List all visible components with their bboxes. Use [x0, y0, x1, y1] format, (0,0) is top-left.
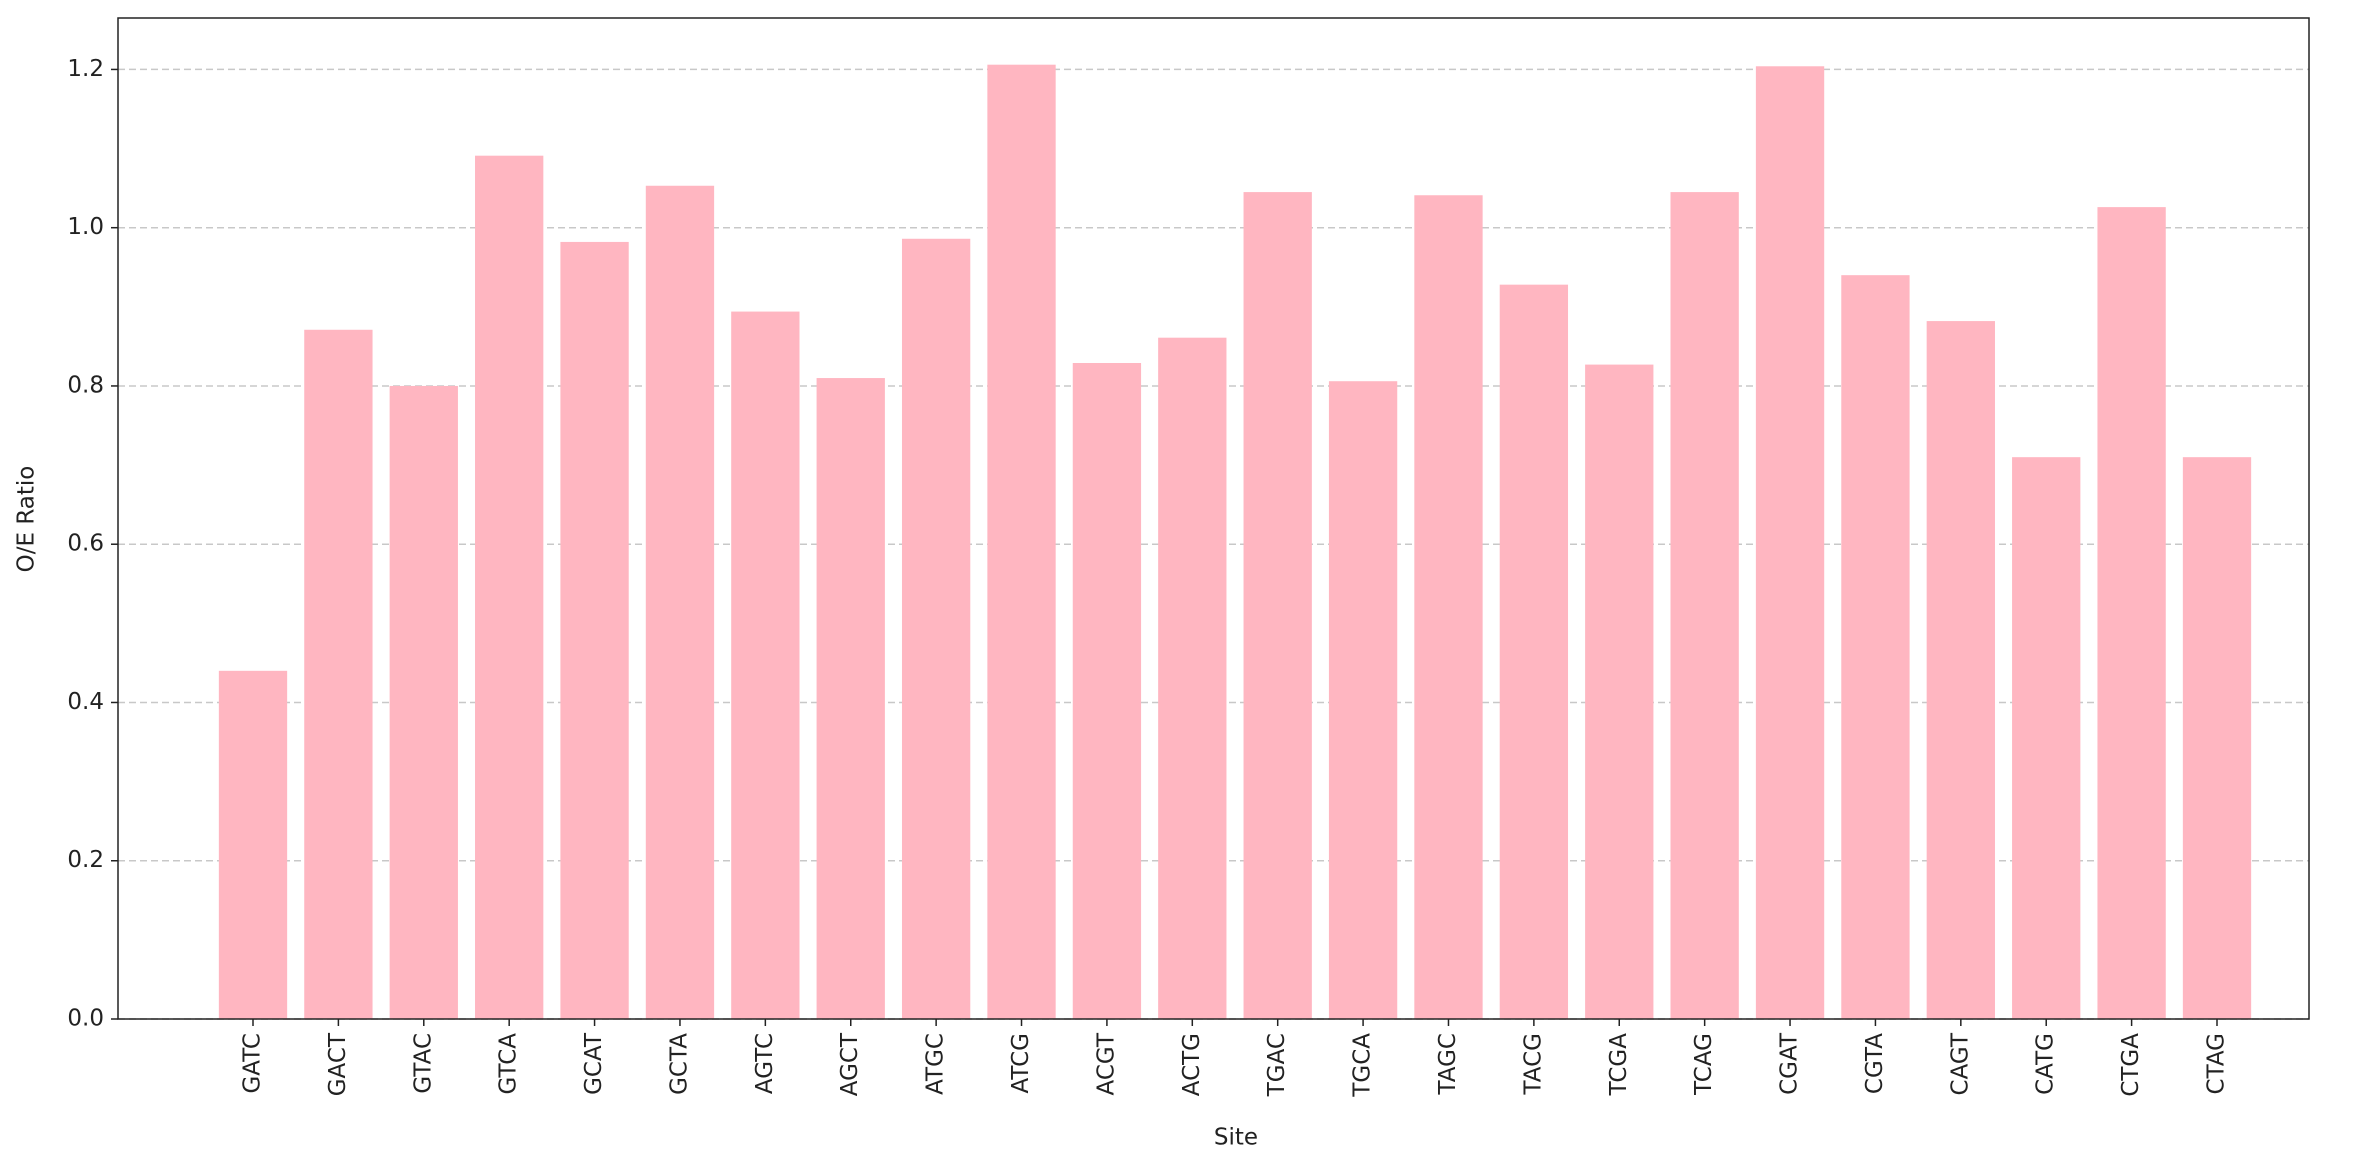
bar	[1158, 337, 1227, 1019]
y-tick-label: 0.4	[67, 689, 104, 715]
bar	[987, 64, 1056, 1020]
x-tick-label: ACGT	[1093, 1032, 1119, 1095]
x-tick-label: GTAC	[410, 1033, 436, 1094]
x-tick-label: CTGA	[2118, 1033, 2144, 1097]
x-tick-label: ATGC	[923, 1033, 949, 1095]
x-tick-label: ATCG	[1008, 1033, 1034, 1094]
bar	[816, 378, 885, 1020]
x-tick-label: TAGC	[1435, 1033, 1461, 1095]
x-tick-label: GCAT	[581, 1032, 607, 1095]
bar	[2097, 207, 2166, 1020]
x-tick-label: TGAC	[1264, 1033, 1290, 1097]
x-tick-label: GACT	[325, 1032, 351, 1096]
plot-frame	[117, 17, 2310, 1020]
x-tick-label: GCTA	[666, 1033, 692, 1095]
bar	[1841, 275, 1910, 1019]
bar	[1585, 364, 1654, 1019]
x-tick-label: ACTG	[1179, 1033, 1205, 1096]
x-tick-label: AGCT	[837, 1032, 863, 1096]
x-tick-label: GATC	[240, 1033, 266, 1094]
bar	[2182, 457, 2252, 1019]
x-tick-label: TCGA	[1606, 1033, 1632, 1097]
bar	[1414, 195, 1483, 1019]
x-tick-label: GTCA	[496, 1033, 522, 1095]
x-tick-label: CGTA	[1862, 1033, 1888, 1094]
y-tick-label: 0.8	[67, 372, 104, 398]
x-tick-label: AGTC	[752, 1033, 778, 1094]
bar	[2012, 457, 2081, 1019]
x-axis-label: Site	[1214, 1125, 1258, 1151]
y-tick-label: 0.0	[67, 1006, 104, 1032]
y-tick-label: 0.6	[67, 531, 104, 557]
bar	[389, 385, 458, 1019]
y-tick-label: 1.2	[67, 56, 104, 82]
bar	[1072, 363, 1142, 1020]
x-tick-label: TACG	[1520, 1033, 1546, 1095]
y-tick-label: 0.2	[67, 847, 104, 873]
bar	[1328, 381, 1398, 1019]
x-tick-label: CTAG	[2204, 1033, 2230, 1094]
bar	[731, 311, 800, 1019]
bar	[1243, 192, 1312, 1019]
bar	[645, 185, 715, 1019]
bar	[1755, 66, 1825, 1020]
y-axis-label: O/E Ratio	[14, 466, 40, 573]
bar	[901, 238, 971, 1019]
x-tick-label: TGCA	[1350, 1033, 1376, 1098]
bar	[560, 241, 629, 1019]
bar	[1926, 321, 1995, 1019]
bar	[1670, 192, 1739, 1019]
bar	[1499, 284, 1569, 1019]
bar	[304, 329, 373, 1019]
x-tick-label: TCAG	[1691, 1033, 1717, 1096]
y-tick-label: 1.0	[67, 214, 104, 240]
bar	[475, 155, 544, 1019]
x-tick-label: CGAT	[1777, 1032, 1803, 1095]
bar	[218, 670, 288, 1019]
x-tick-label: CATG	[2033, 1033, 2059, 1095]
x-tick-label: CAGT	[1947, 1032, 1973, 1095]
